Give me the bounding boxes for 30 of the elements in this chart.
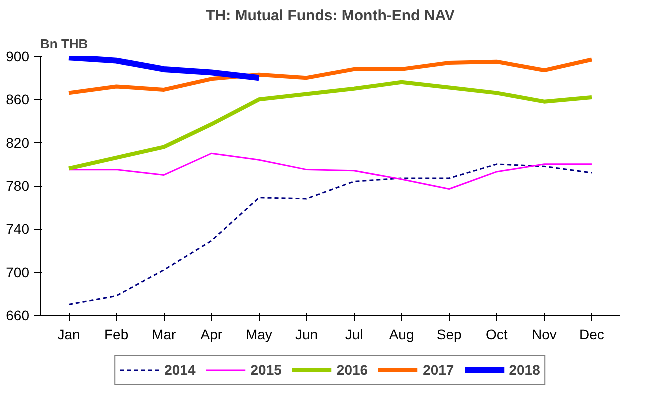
x-tick-label: Nov [532,326,557,342]
x-tick-label: Jul [345,326,364,342]
legend-label: 2016 [336,362,368,378]
legend-label: 2017 [423,362,454,378]
y-axis-title: Bn THB [40,36,88,52]
y-tick-label: 780 [6,178,30,194]
x-tick-label: Aug [389,326,414,342]
legend-label: 2014 [164,362,196,378]
x-tick-label: Sep [436,326,462,342]
legend-label: 2015 [250,362,282,378]
line-series [67,80,594,171]
y-tick-label: 900 [6,48,30,64]
x-tick-label: Dec [580,326,604,342]
y-tick-label: 700 [6,264,30,280]
y-tick-label: 860 [6,92,30,108]
x-tick-label: Jun [295,326,318,342]
x-tick-label: Apr [200,326,223,342]
chart-title: TH: Mutual Funds: Month-End NAV [206,8,455,24]
y-tick-label: 660 [6,308,30,324]
x-tick-label: May [246,326,272,342]
line-series [68,164,593,306]
x-tick-label: Feb [104,326,129,342]
legend-label: 2018 [509,362,540,378]
line-series [67,58,594,96]
x-tick-label: Jan [58,326,80,342]
x-tick-label: Oct [486,326,508,342]
y-tick-label: 820 [6,134,30,151]
y-tick-label: 740 [6,221,30,238]
x-tick-label: Mar [152,326,176,342]
line-series [68,152,593,190]
